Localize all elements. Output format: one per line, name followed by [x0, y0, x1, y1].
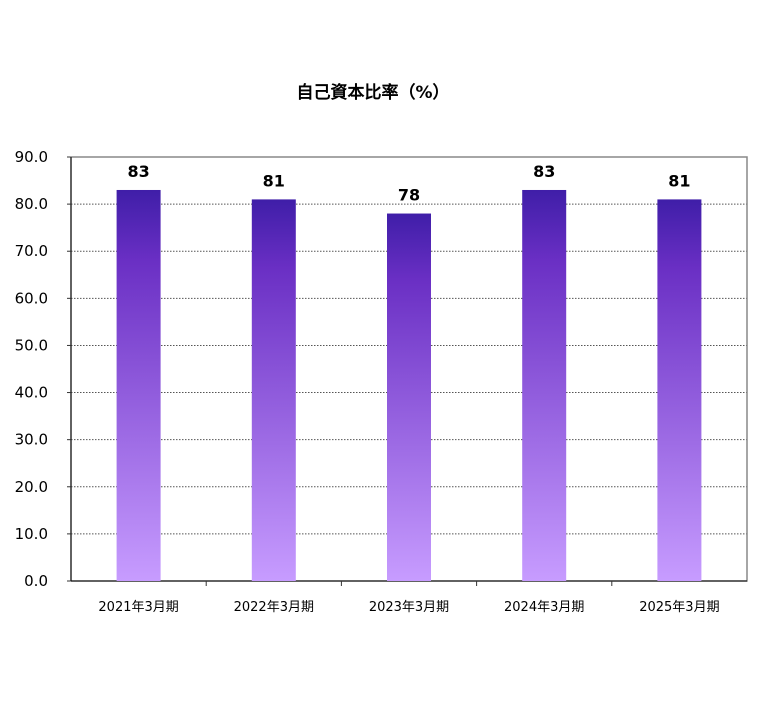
- y-tick-label: 30.0: [15, 431, 48, 449]
- y-tick-label: 60.0: [15, 289, 48, 307]
- x-tick-label: 2025年3月期: [639, 600, 719, 615]
- chart-title: 自己資本比率（%）: [296, 82, 449, 103]
- plot-area: 0.0 10.0 20.0 30.0 40.0 50.0 60.0 70.0 80.0 90.0 8…: [15, 148, 748, 615]
- y-tick-label: 70.0: [15, 242, 48, 260]
- data-label: 81: [263, 171, 285, 190]
- y-tick-label: 0.0: [24, 572, 48, 590]
- x-tick-label: 2021年3月期: [98, 600, 178, 615]
- y-tick-label: 20.0: [15, 478, 48, 496]
- x-tick-label: 2023年3月期: [369, 600, 449, 615]
- data-label: 83: [533, 162, 555, 181]
- bar: [657, 199, 702, 581]
- bar: [116, 189, 161, 581]
- data-label: 81: [668, 171, 690, 190]
- bar: [522, 189, 567, 581]
- x-tick-label: 2022年3月期: [234, 600, 314, 615]
- y-tick-label: 40.0: [15, 384, 48, 402]
- bar: [387, 213, 431, 582]
- data-label: 78: [398, 186, 420, 205]
- y-tick-label: 80.0: [15, 195, 48, 213]
- y-tick-label: 90.0: [15, 148, 48, 166]
- x-tick-label: 2024年3月期: [504, 600, 584, 615]
- y-tick-label: 10.0: [15, 525, 48, 543]
- y-tick-label: 50.0: [15, 336, 48, 354]
- data-label: 83: [127, 162, 149, 181]
- bar: [251, 199, 296, 581]
